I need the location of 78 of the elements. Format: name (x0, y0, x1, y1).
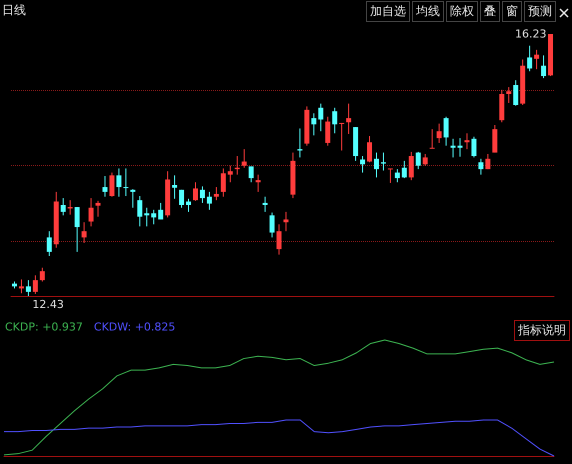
candlestick (256, 174, 261, 192)
candlestick (214, 186, 219, 201)
candlestick (96, 200, 101, 218)
candlestick (534, 49, 540, 70)
candlestick (346, 103, 352, 134)
candlestick (248, 166, 254, 183)
candlestick (506, 86, 512, 104)
candlestick (46, 230, 52, 257)
candlestick (158, 202, 164, 220)
candlestick (116, 168, 122, 198)
candlestick (276, 224, 282, 256)
candlestick (206, 191, 212, 210)
text: 预测 (524, 1, 556, 22)
candlestick (242, 148, 247, 168)
text: 均线 (412, 1, 444, 22)
candlestick (68, 200, 73, 216)
candlestick (416, 151, 421, 170)
candlestick (18, 278, 24, 294)
candlestick (220, 168, 226, 198)
candlestick (527, 45, 532, 72)
candlestick (367, 136, 372, 163)
annotation: 16.23 (515, 28, 547, 40)
candlestick (430, 128, 435, 149)
candlestick (228, 165, 233, 183)
text: 指标说明 (514, 320, 570, 341)
candlestick (283, 211, 288, 232)
text: CKDW: +0.825 (94, 320, 176, 334)
candlestick (374, 152, 379, 178)
candlestick (541, 54, 546, 79)
text: 加自选 (366, 1, 410, 22)
candlestick (360, 156, 366, 174)
candlestick (297, 128, 302, 158)
candlestick (179, 189, 184, 208)
text: 窗 (502, 1, 522, 22)
candlestick (130, 188, 136, 208)
candlestick (422, 153, 428, 166)
candlestick (137, 196, 142, 227)
candlestick (444, 116, 449, 146)
candlestick (492, 124, 498, 154)
candlestick (60, 198, 66, 216)
text: 叠 (480, 1, 500, 22)
candlestick (318, 103, 324, 132)
candlestick (123, 168, 128, 197)
candlestick (32, 274, 38, 294)
candlestick (82, 222, 87, 244)
candlestick (380, 152, 386, 172)
text: CKDP: +0.937 (5, 320, 83, 334)
candlestick (192, 182, 198, 202)
candlestick (325, 116, 330, 146)
candlestick (200, 186, 205, 204)
candlestick (394, 168, 400, 183)
text: 除权 (446, 1, 478, 22)
candlestick (513, 80, 518, 106)
candlestick (436, 123, 442, 144)
text: 日线 (2, 2, 26, 19)
candlestick (339, 122, 344, 152)
candlestick (88, 198, 94, 227)
candlestick (388, 168, 393, 184)
candlestick (464, 132, 470, 150)
candlestick (450, 138, 456, 158)
candlestick (471, 136, 476, 158)
candlestick (262, 196, 268, 212)
candlestick (332, 107, 338, 134)
candlestick (74, 206, 80, 252)
candlestick (485, 153, 490, 170)
candlestick (402, 160, 407, 179)
candlestick (102, 176, 108, 198)
candlestick (109, 172, 114, 198)
candlestick (186, 198, 192, 212)
candlestick (458, 138, 463, 158)
candlestick (408, 151, 414, 181)
candlestick (311, 112, 316, 136)
candlestick (172, 174, 178, 200)
candlestick (270, 212, 275, 238)
text: 12.43 (32, 298, 64, 311)
candlestick (40, 267, 45, 282)
candlestick (26, 280, 31, 296)
candlestick (478, 158, 484, 176)
